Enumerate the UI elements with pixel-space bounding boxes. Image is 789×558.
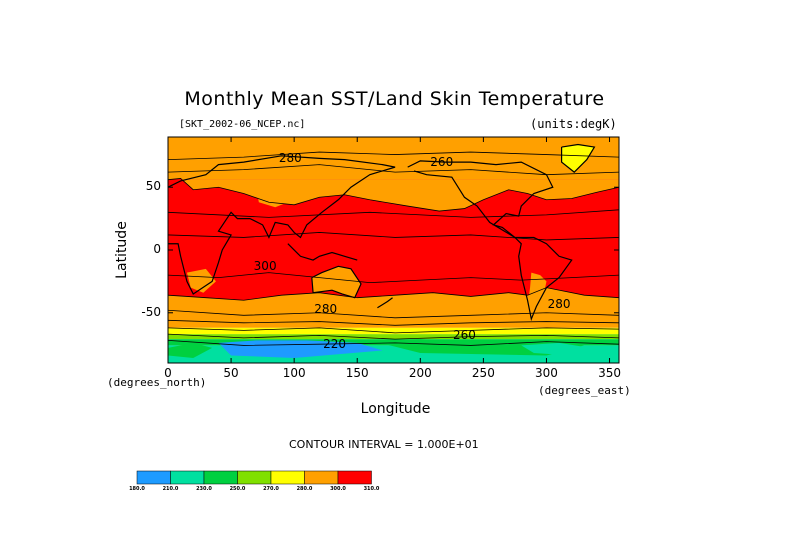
contour-line-layer <box>168 151 619 346</box>
x-tick-label: 100 <box>282 366 306 380</box>
colorbar-label: 270.0 <box>263 486 279 492</box>
colorbar-label: 230.0 <box>196 486 212 492</box>
coastline <box>168 155 396 295</box>
y-tick-label: -50 <box>141 304 161 319</box>
file-label: [SKT_2002-06_NCEP.nc] <box>179 119 306 130</box>
coastline <box>561 143 596 173</box>
x-tick-label: 300 <box>535 366 558 380</box>
x-tick-label: 350 <box>598 366 621 380</box>
coastline <box>407 160 573 322</box>
tick-mark-layer <box>167 137 619 363</box>
colorbar-swatch <box>203 470 238 485</box>
colorbar <box>136 470 372 485</box>
temperature-band <box>168 327 619 335</box>
contour-label: 260 <box>430 155 453 169</box>
colorbar-swatch <box>136 470 171 485</box>
contour-label: 300 <box>254 259 277 273</box>
colorbar-label: 280.0 <box>296 486 313 492</box>
contour-line <box>168 319 619 326</box>
coastline <box>311 265 362 299</box>
temperature-patch <box>521 342 591 356</box>
contour-label: 280 <box>314 302 337 316</box>
australia-patch <box>311 266 362 298</box>
contour-label-layer: 280 260 300 280 280 260 220 <box>254 151 571 351</box>
units-label: (units:degK) <box>530 117 617 131</box>
contour-line <box>168 340 619 346</box>
contour-line <box>168 287 619 301</box>
colorbar-swatch <box>170 470 205 485</box>
colorbar-label: 180.0 <box>129 486 145 492</box>
south-africa-patch <box>186 268 216 293</box>
x-axis-label: Longitude <box>360 401 431 417</box>
contour-interval-note: CONTOUR INTERVAL = 1.000E+01 <box>289 438 479 451</box>
colorbar-swatch <box>237 470 272 485</box>
colorbar-swatch <box>337 470 372 485</box>
temperature-band <box>168 275 619 301</box>
contour-line <box>168 232 619 241</box>
x-tick-label: 150 <box>345 366 369 380</box>
contour-label: 260 <box>453 328 476 342</box>
coastline <box>377 297 393 309</box>
y-tick-label: 50 <box>145 179 161 194</box>
contour-line <box>168 209 619 218</box>
contour-line <box>168 272 619 284</box>
temperature-patch <box>369 339 585 356</box>
x-tick-label: 250 <box>471 366 495 380</box>
contour-line <box>168 151 619 160</box>
colorbar-label: 310.0 <box>363 486 380 492</box>
temperature-band <box>168 334 619 340</box>
temperature-patch <box>168 342 213 358</box>
x-tick-label: 0 <box>164 366 172 380</box>
contour-line <box>168 178 619 212</box>
x-units-label: (degrees_east) <box>538 384 631 397</box>
contour-label: 220 <box>323 337 346 351</box>
temperature-fill-layer <box>168 137 619 363</box>
colorbar-label: 210.0 <box>162 486 179 492</box>
tibet-patch <box>256 187 295 208</box>
colorbar-label: 300.0 <box>330 486 346 492</box>
contour-label: 280 <box>279 151 302 165</box>
contour-line <box>168 164 619 176</box>
x-tick-label: 50 <box>223 366 239 380</box>
y-units-label: (degrees_north) <box>107 376 207 389</box>
temperature-band <box>168 137 619 180</box>
coastline <box>287 243 358 261</box>
land-contour-layer <box>168 143 596 322</box>
chart-title: Monthly Mean SST/Land Skin Temperature <box>184 88 605 110</box>
contour-line <box>168 333 619 340</box>
greenland-patch <box>561 144 595 173</box>
contour-label: 280 <box>548 297 571 311</box>
contour-line <box>168 327 619 334</box>
colorbar-label: 250.0 <box>229 486 246 492</box>
y-tick-label: 0 <box>153 242 161 256</box>
colorbar-swatch <box>304 470 339 485</box>
x-tick-label: 200 <box>408 366 432 380</box>
south-america-patch <box>527 272 547 320</box>
colorbar-swatch <box>270 470 305 485</box>
contour-line <box>168 309 619 319</box>
